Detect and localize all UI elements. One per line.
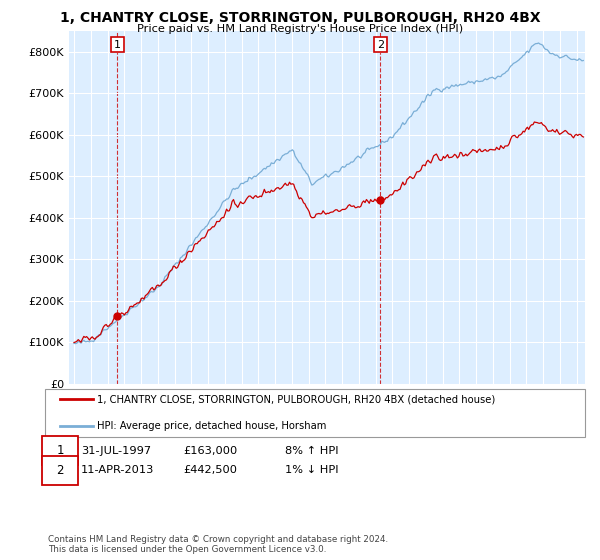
Text: Contains HM Land Registry data © Crown copyright and database right 2024.
This d: Contains HM Land Registry data © Crown c… [48, 535, 388, 554]
Text: 1, CHANTRY CLOSE, STORRINGTON, PULBOROUGH, RH20 4BX (detached house): 1, CHANTRY CLOSE, STORRINGTON, PULBOROUG… [97, 394, 496, 404]
Text: 2: 2 [377, 40, 384, 50]
Text: 1: 1 [114, 40, 121, 50]
Text: 1, CHANTRY CLOSE, STORRINGTON, PULBOROUGH, RH20 4BX: 1, CHANTRY CLOSE, STORRINGTON, PULBOROUG… [59, 11, 541, 25]
Text: 1: 1 [56, 444, 64, 458]
Text: £442,500: £442,500 [183, 465, 237, 475]
Text: HPI: Average price, detached house, Horsham: HPI: Average price, detached house, Hors… [97, 421, 326, 431]
Text: 2: 2 [56, 464, 64, 477]
Text: 31-JUL-1997: 31-JUL-1997 [81, 446, 151, 456]
Text: 1% ↓ HPI: 1% ↓ HPI [285, 465, 338, 475]
Text: £163,000: £163,000 [183, 446, 237, 456]
Text: 11-APR-2013: 11-APR-2013 [81, 465, 154, 475]
Text: 8% ↑ HPI: 8% ↑ HPI [285, 446, 338, 456]
Text: Price paid vs. HM Land Registry's House Price Index (HPI): Price paid vs. HM Land Registry's House … [137, 24, 463, 34]
